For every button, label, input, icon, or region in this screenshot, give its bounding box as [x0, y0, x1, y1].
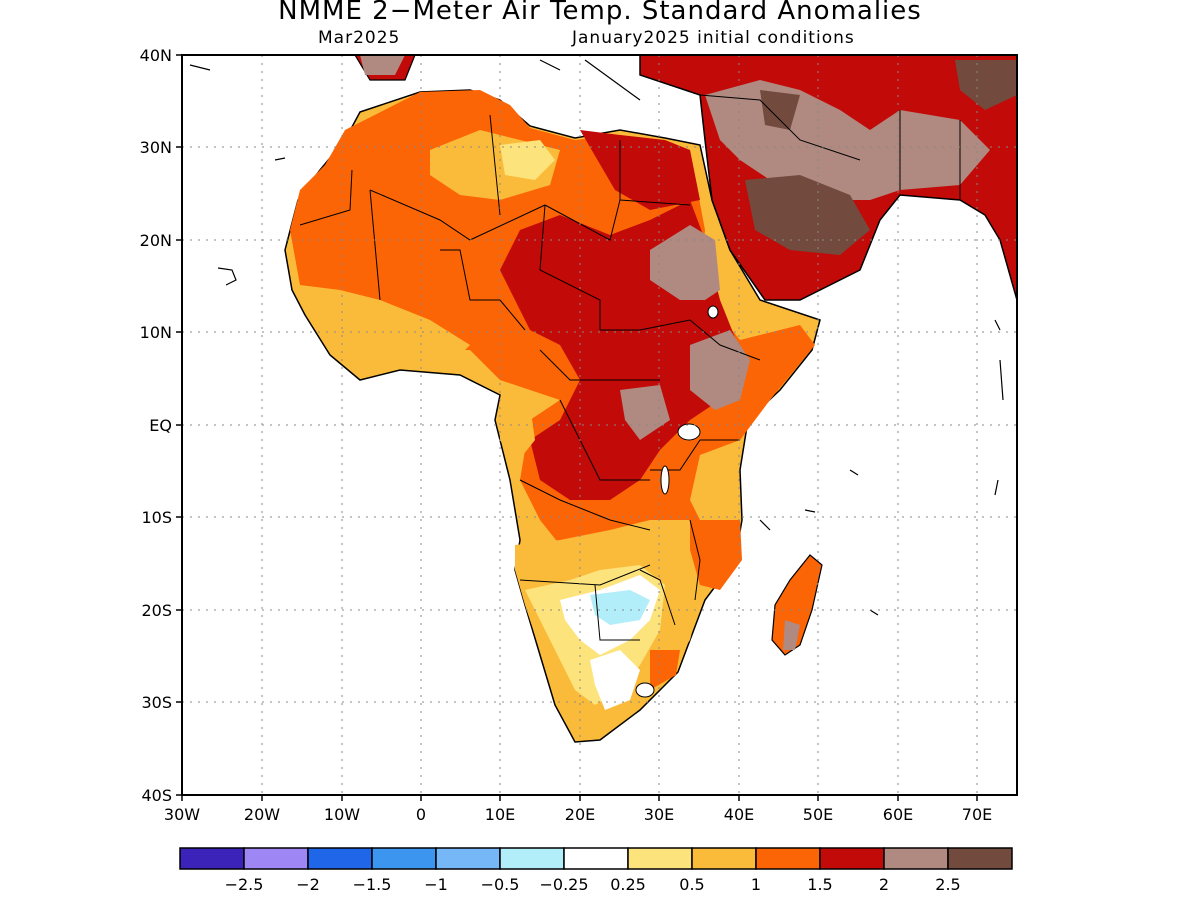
- lat-ticks: [176, 54, 182, 796]
- lat-label: 10N: [140, 323, 172, 342]
- colorbar-swatch: [371, 847, 437, 870]
- lon-label: 30W: [164, 805, 200, 824]
- lat-labels: 40N 30N 20N 10N EQ 10S 20S 30S 40S: [140, 46, 172, 805]
- map-title: NMME 2−Meter Air Temp. Standard Anomalie…: [278, 0, 922, 26]
- forecast-month: Mar2025: [318, 28, 401, 48]
- lat-label: 30N: [140, 138, 172, 157]
- colorbar-label: 2: [879, 875, 889, 894]
- colorbar-swatch: [755, 847, 821, 870]
- colorbar-label: −1.5: [353, 875, 392, 894]
- lon-label: 60E: [883, 805, 913, 824]
- islands: [189, 59, 1004, 616]
- colorbar-label: 0.25: [610, 875, 646, 894]
- lon-label: 10E: [485, 805, 515, 824]
- country-borders: [299, 94, 961, 641]
- lakes: [635, 305, 719, 698]
- colorbar-swatch: [307, 847, 373, 870]
- lat-label: 20S: [141, 601, 172, 620]
- lat-label: EQ: [149, 416, 172, 435]
- lon-label: 50E: [803, 805, 833, 824]
- lon-label: 40E: [724, 805, 754, 824]
- lat-label: 20N: [140, 231, 172, 250]
- colorbar: −2.5 −2 −1.5 −1 −0.5 −0.25 0.25 0.5 1 1.5 2 2.5: [179, 847, 1013, 894]
- colorbar-label: 2.5: [935, 875, 960, 894]
- initial-conditions: January2025 initial conditions: [572, 28, 855, 48]
- lat-label: 10S: [141, 508, 172, 527]
- colorbar-label: −0.25: [539, 875, 588, 894]
- gridlines: [182, 55, 1017, 795]
- lon-label: 0: [416, 805, 426, 824]
- anomaly-fields: [189, 55, 1017, 743]
- lat-label: 40N: [140, 46, 172, 65]
- lon-label: 20E: [565, 805, 595, 824]
- colorbar-label: −0.5: [481, 875, 520, 894]
- lon-label: 30E: [644, 805, 674, 824]
- colorbar-swatch: [179, 847, 245, 870]
- colorbar-label: −2.5: [225, 875, 264, 894]
- lon-label: 20W: [244, 805, 280, 824]
- colorbar-swatch: [243, 847, 309, 870]
- colorbar-swatch: [691, 847, 757, 870]
- colorbar-swatch: [435, 847, 501, 870]
- colorbar-swatch: [627, 847, 693, 870]
- lat-label: 30S: [141, 693, 172, 712]
- colorbar-swatch: [563, 847, 629, 870]
- lon-label: 70E: [962, 805, 992, 824]
- colorbar-label: 0.5: [679, 875, 704, 894]
- colorbar-label: 1.5: [807, 875, 832, 894]
- lon-labels: 30W 20W 10W 0 10E 20E 30E 40E 50E 60E 70…: [164, 805, 992, 824]
- lon-label: 10W: [324, 805, 360, 824]
- lat-label: 40S: [141, 786, 172, 805]
- colorbar-label: −1: [424, 875, 448, 894]
- colorbar-swatch: [819, 847, 885, 870]
- colorbar-label: −2: [296, 875, 320, 894]
- colorbar-swatch: [499, 847, 565, 870]
- colorbar-label: 1: [751, 875, 761, 894]
- lon-ticks: [181, 795, 978, 801]
- colorbar-swatch: [883, 847, 949, 870]
- colorbar-swatch: [947, 847, 1013, 870]
